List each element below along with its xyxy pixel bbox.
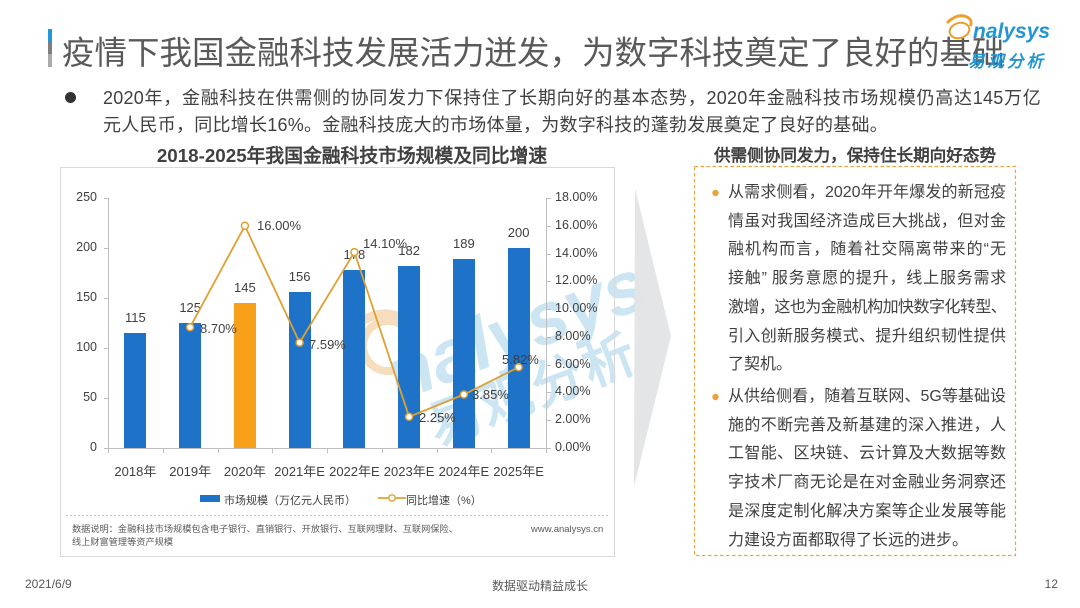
svg-text:易观分析: 易观分析	[968, 52, 1046, 71]
svg-text:nalysys: nalysys	[973, 20, 1050, 43]
